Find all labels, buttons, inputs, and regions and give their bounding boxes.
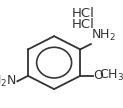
Text: H$_2$N: H$_2$N <box>0 74 17 89</box>
Text: HCl: HCl <box>72 18 95 31</box>
Text: NH$_2$: NH$_2$ <box>92 28 116 43</box>
Text: CH$_3$: CH$_3$ <box>99 68 123 83</box>
Text: O: O <box>93 69 103 82</box>
Text: HCl: HCl <box>72 7 95 20</box>
